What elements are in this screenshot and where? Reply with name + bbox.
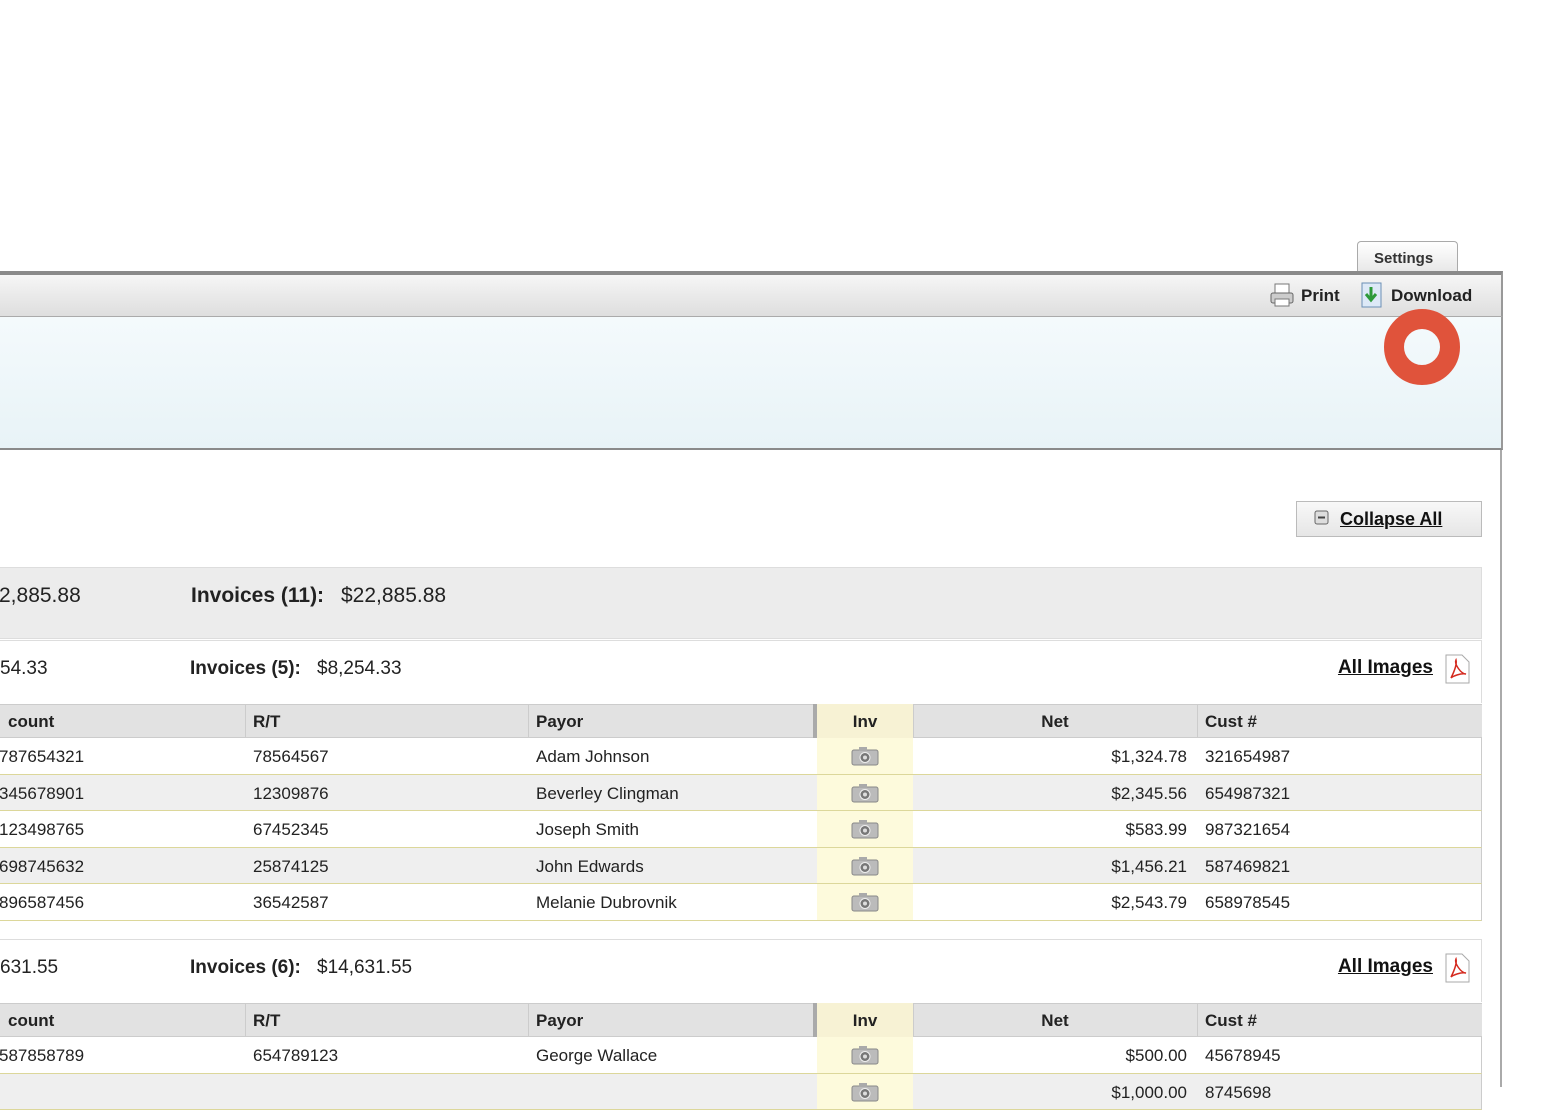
column-header: count — [8, 1012, 54, 1029]
summary-row: 2,885.88 Invoices (11): $22,885.88 — [0, 567, 1482, 639]
print-button[interactable]: Print — [1301, 287, 1340, 304]
all-images-link[interactable]: All Images — [1338, 957, 1433, 976]
column-header: Inv — [817, 1012, 913, 1029]
collapse-all-label: Collapse All — [1340, 510, 1442, 528]
table-cell: Adam Johnson — [536, 748, 649, 765]
table-cell: 12309876 — [253, 785, 329, 802]
column-header: Inv — [817, 713, 913, 730]
invoice-image-icon[interactable] — [851, 856, 879, 876]
invoice-image-icon[interactable] — [851, 1082, 879, 1102]
summary-total: 2,885.88 — [0, 585, 81, 606]
download-icon — [1360, 281, 1384, 309]
column-header: count — [8, 713, 54, 730]
column-header: R/T — [253, 1012, 280, 1029]
collapse-icon — [1314, 510, 1330, 526]
table-cell: 587469821 — [1205, 858, 1290, 875]
table-cell: 587858789 — [0, 1047, 84, 1064]
collapse-all-button[interactable]: Collapse All — [1296, 501, 1482, 537]
table-cell: 321654987 — [1205, 748, 1290, 765]
group-label: Invoices (6): — [190, 958, 301, 977]
table-cell: 698745632 — [0, 858, 84, 875]
table-cell: Joseph Smith — [536, 821, 639, 838]
table-cell: 987321654 — [1205, 821, 1290, 838]
table-cell: 123498765 — [0, 821, 84, 838]
table-cell: John Edwards — [536, 858, 644, 875]
table-cell: 654789123 — [253, 1047, 338, 1064]
summary-label: Invoices (11): — [191, 585, 324, 606]
table-cell: 78564567 — [253, 748, 329, 765]
table-cell: George Wallace — [536, 1047, 657, 1064]
table-cell: $1,000.00 — [1111, 1084, 1187, 1101]
table-cell: 658978545 — [1205, 894, 1290, 911]
column-header: Payor — [536, 1012, 583, 1029]
all-images-link[interactable]: All Images — [1338, 658, 1433, 677]
invoice-image-icon[interactable] — [851, 746, 879, 766]
table-cell: 36542587 — [253, 894, 329, 911]
table-cell: 8745698 — [1205, 1084, 1271, 1101]
invoice-image-icon[interactable] — [851, 892, 879, 912]
click-marker — [1383, 308, 1461, 386]
page: Settings Print Download Collapse All 2,8… — [0, 0, 1550, 1087]
table-header — [0, 704, 1482, 738]
table-cell: $2,543.79 — [1111, 894, 1187, 911]
content-border — [1500, 450, 1502, 1087]
table-cell: 896587456 — [0, 894, 84, 911]
group-amount: $14,631.55 — [317, 958, 412, 977]
table-cell: 25874125 — [253, 858, 329, 875]
table-cell: 654987321 — [1205, 785, 1290, 802]
table-cell: $500.00 — [1126, 1047, 1187, 1064]
table-cell: Melanie Dubrovnik — [536, 894, 677, 911]
filter-panel — [0, 317, 1503, 450]
column-header: Cust # — [1205, 1012, 1257, 1029]
table-cell: 345678901 — [0, 785, 84, 802]
group-total: 631.55 — [0, 958, 58, 977]
group-label: Invoices (5): — [190, 659, 301, 678]
summary-amount: $22,885.88 — [341, 585, 446, 606]
table-cell: $583.99 — [1126, 821, 1187, 838]
settings-label: Settings — [1374, 251, 1433, 266]
table-cell: $2,345.56 — [1111, 785, 1187, 802]
group-total: 54.33 — [0, 659, 48, 678]
table-cell: Beverley Clingman — [536, 785, 679, 802]
group-amount: $8,254.33 — [317, 659, 402, 678]
table-header — [0, 1003, 1482, 1037]
table-cell: 45678945 — [1205, 1047, 1281, 1064]
invoice-image-icon[interactable] — [851, 819, 879, 839]
table-cell: $1,324.78 — [1111, 748, 1187, 765]
group-left-fade — [0, 939, 1, 940]
pdf-icon — [1443, 953, 1471, 983]
invoice-image-icon[interactable] — [851, 783, 879, 803]
column-header: Net — [913, 713, 1197, 730]
table-cell: $1,456.21 — [1111, 858, 1187, 875]
print-icon — [1269, 282, 1297, 308]
group-left-fade — [0, 640, 1, 641]
download-button[interactable]: Download — [1391, 287, 1472, 304]
pdf-icon — [1443, 654, 1471, 684]
column-header: Cust # — [1205, 713, 1257, 730]
column-header: Payor — [536, 713, 583, 730]
column-header: Net — [913, 1012, 1197, 1029]
invoice-image-icon[interactable] — [851, 1045, 879, 1065]
table-cell: 787654321 — [0, 748, 84, 765]
table-cell: 67452345 — [253, 821, 329, 838]
settings-tab[interactable]: Settings — [1357, 241, 1458, 274]
column-header: R/T — [253, 713, 280, 730]
